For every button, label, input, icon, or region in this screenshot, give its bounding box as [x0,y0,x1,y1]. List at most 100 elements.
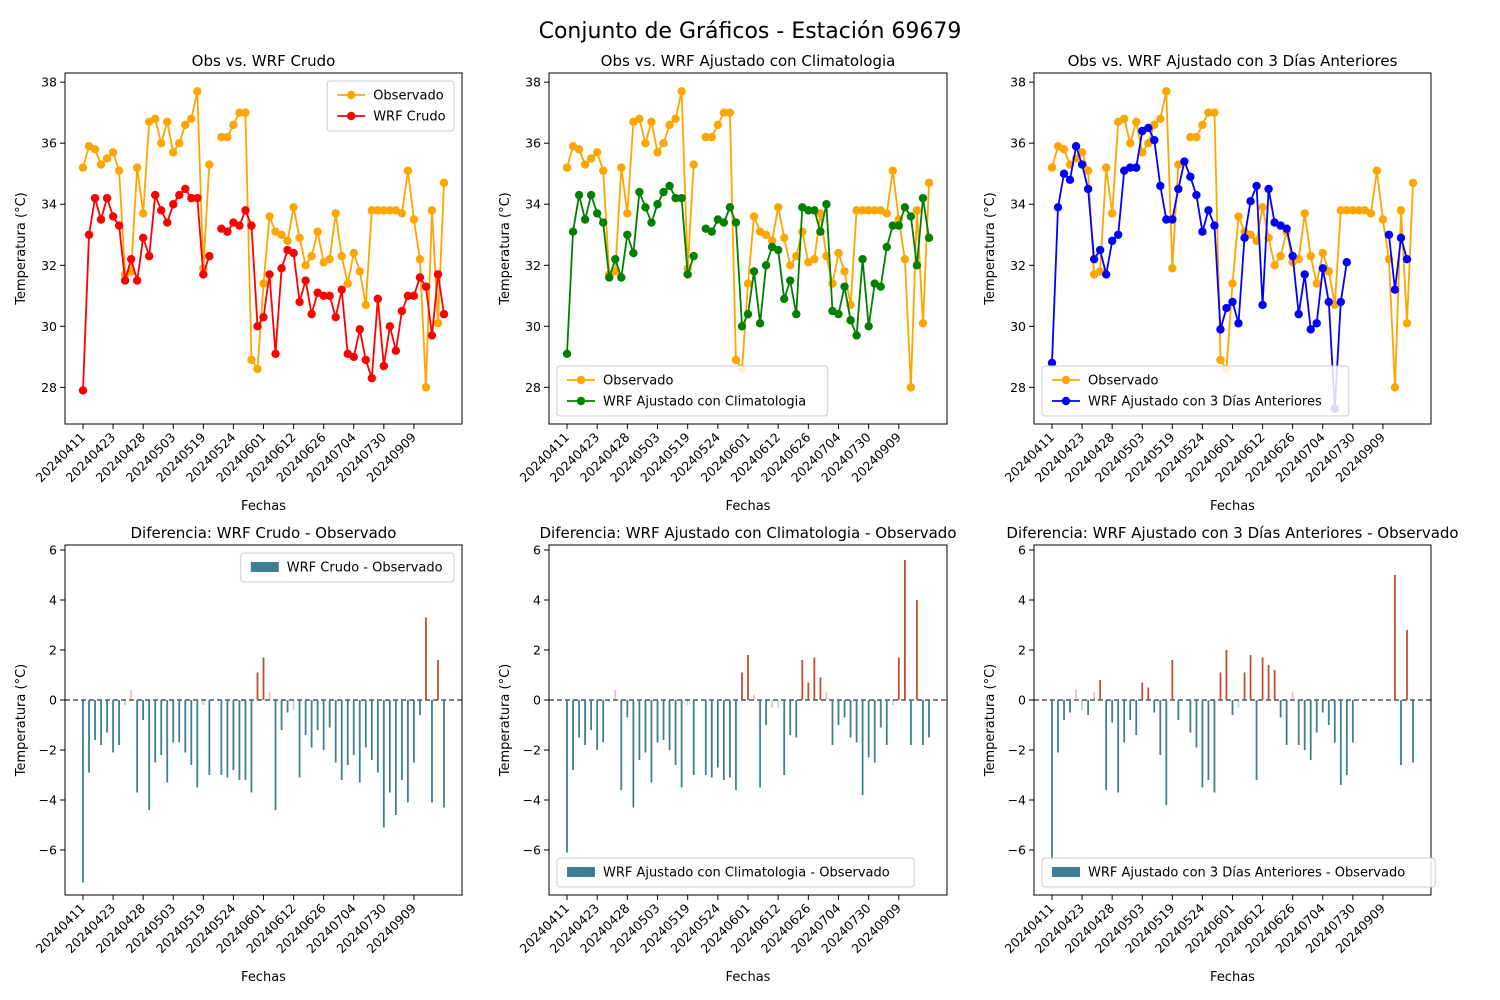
data-point [1240,233,1249,243]
data-point [1378,215,1388,224]
data-point [373,294,383,304]
data-point [737,322,747,331]
data-point [199,270,208,279]
data-point [689,160,698,169]
data-point [373,206,383,215]
bar [364,700,367,748]
data-point [1083,166,1093,175]
panel-6: Diferencia: WRF Ajustado con 3 Días Ante… [983,524,1459,985]
bar [1285,700,1288,745]
data-point [403,166,413,175]
data-point [749,212,759,221]
bar [1219,672,1222,700]
y-tick-label: 30 [1010,319,1026,334]
data-point [1198,120,1207,130]
legend-label: WRF Crudo [373,110,445,125]
y-axis-label: Temperatura (°C) [498,192,513,305]
bar [220,700,223,775]
data-point [1168,264,1177,273]
y-tick-label: −2 [523,743,541,758]
y-tick-label: −6 [523,843,541,858]
bar [861,700,864,795]
data-point [1282,224,1291,233]
data-point [580,215,590,224]
panel-4: Diferencia: WRF Crudo - Observado −6 −4 −2 0… [14,524,463,985]
data-point [433,319,443,328]
data-point [659,139,668,148]
data-point [641,203,650,212]
data-point [439,309,449,319]
data-point [1306,325,1315,334]
bar [753,695,755,700]
legend-swatch [567,867,595,877]
data-point [1294,309,1303,319]
data-point [773,203,783,212]
data-point [1384,230,1394,239]
data-point [599,218,608,227]
data-point [1107,209,1117,218]
bar [578,700,580,738]
y-tick-label: 32 [41,258,57,273]
data-point [337,251,346,261]
bar [322,700,325,750]
data-point [1264,184,1273,194]
y-tick-label: 6 [1018,543,1026,558]
bar [1255,700,1258,780]
plot-frame [1033,72,1432,425]
plot-frame [1033,544,1432,896]
bar [843,700,846,718]
data-point [169,148,178,157]
bar [334,700,337,763]
data-point [786,276,795,285]
bar [602,700,605,743]
data-point [1318,248,1327,258]
y-tick-label: 4 [533,593,541,608]
legend-label: Observado [603,374,674,389]
bar [1207,700,1210,780]
data-point [635,187,644,197]
data-point [858,254,867,264]
bar [425,617,427,700]
data-point [798,227,807,236]
data-point [403,291,413,301]
data-point [1234,212,1243,221]
plot-frame [548,544,948,896]
data-point [719,218,729,227]
data-point [1204,206,1213,215]
data-point [623,209,632,218]
bar [1321,700,1324,713]
bar [388,700,391,793]
bar [1243,672,1246,700]
bar [747,655,749,700]
bar [1171,660,1174,700]
bar [789,700,792,735]
bar [154,700,157,763]
data-point [786,261,795,270]
bar [124,700,127,705]
data-point [355,267,364,276]
legend-frame [556,365,829,417]
data-point [1324,297,1333,307]
data-point [433,270,443,279]
bar [274,700,277,810]
data-point [1276,251,1285,261]
bar [1189,700,1192,733]
data-point [301,261,310,270]
data-point [229,120,238,130]
bar [722,700,725,780]
bar [1297,700,1300,745]
data-point [1312,319,1321,328]
data-point [102,193,112,203]
data-point [1113,230,1123,239]
bar [650,700,653,783]
data-point [385,206,395,215]
data-point [1168,215,1177,224]
data-point [181,120,190,130]
data-point [629,248,638,258]
bar [407,700,409,803]
y-tick-label: −2 [39,743,57,758]
bar [1291,692,1294,700]
bar [1261,657,1264,700]
data-point [1174,184,1183,194]
data-point [108,212,118,221]
